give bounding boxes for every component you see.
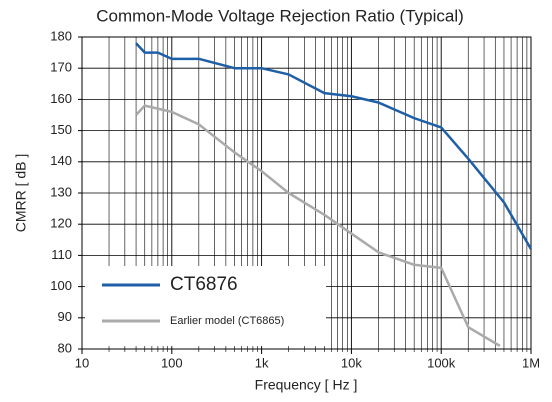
y-tick-label: 90 (58, 309, 72, 324)
y-tick-label: 160 (50, 91, 72, 106)
y-tick-label: 140 (50, 153, 72, 168)
series-line (135, 42, 533, 250)
legend-label: CT6876 (170, 274, 238, 295)
series-line (135, 104, 501, 347)
legend-box (85, 266, 326, 346)
x-tick-label: 100 (161, 355, 183, 370)
y-tick-label: 80 (58, 340, 72, 355)
y-tick-label: 110 (51, 247, 72, 262)
x-axis-label: Frequency [ Hz ] (255, 377, 358, 393)
y-tick-label: 100 (50, 278, 72, 293)
plot-frame (81, 36, 532, 350)
y-axis-label: CMRR [ dB ] (13, 154, 29, 233)
x-tick-label: 1M (522, 355, 540, 370)
y-tick-label: 150 (50, 122, 72, 137)
x-tick-label: 1k (255, 355, 269, 370)
chart-title: Common-Mode Voltage Rejection Ratio (Typ… (96, 6, 464, 25)
y-tick-label: 180 (50, 28, 72, 43)
y-tick-label: 170 (50, 60, 72, 75)
x-tick-label: 10k (341, 355, 362, 370)
y-tick-label: 130 (50, 184, 72, 199)
y-tick-label: 120 (50, 216, 72, 231)
legend-label: Earlier model (CT6865) (170, 315, 284, 327)
x-tick-label: 10 (75, 355, 89, 370)
x-tick-label: 100k (427, 355, 456, 370)
